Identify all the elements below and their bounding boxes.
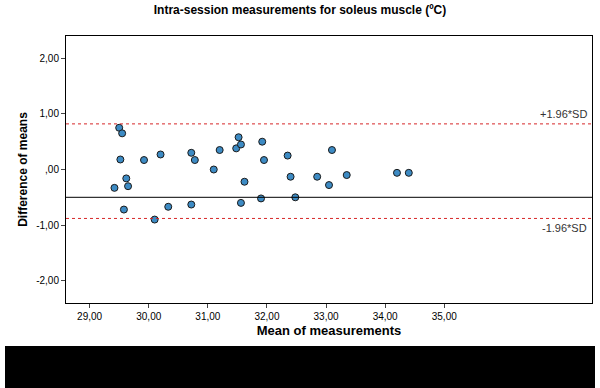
svg-text:,00: ,00	[45, 164, 59, 175]
svg-text:30,00: 30,00	[136, 311, 161, 322]
svg-text:29,00: 29,00	[77, 311, 102, 322]
svg-text:+1.96*SD: +1.96*SD	[540, 108, 587, 120]
svg-text:Intra-session measurements for: Intra-session measurements for soleus mu…	[154, 3, 446, 17]
svg-text:35,00: 35,00	[432, 311, 457, 322]
svg-text:33,00: 33,00	[314, 311, 339, 322]
svg-text:Mean of measurements: Mean of measurements	[257, 323, 402, 338]
svg-text:32,00: 32,00	[254, 311, 279, 322]
svg-text:-2,00: -2,00	[36, 275, 59, 286]
svg-text:34,00: 34,00	[373, 311, 398, 322]
svg-text:-1,00: -1,00	[36, 220, 59, 231]
svg-text:31,00: 31,00	[195, 311, 220, 322]
svg-text:Difference of means: Difference of means	[16, 112, 30, 227]
svg-text:2,00: 2,00	[40, 53, 60, 64]
svg-text:1,00: 1,00	[40, 108, 60, 119]
svg-text:-1.96*SD: -1.96*SD	[542, 222, 587, 234]
